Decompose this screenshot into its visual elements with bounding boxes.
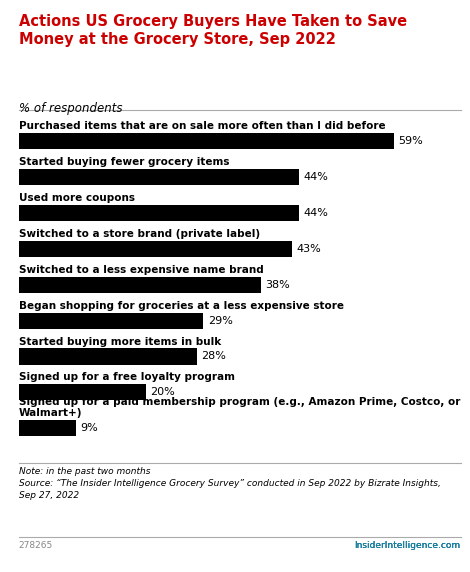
Text: Switched to a store brand (private label): Switched to a store brand (private label… — [19, 229, 260, 239]
Text: 44%: 44% — [303, 172, 328, 182]
Text: Actions US Grocery Buyers Have Taken to Save
Money at the Grocery Store, Sep 202: Actions US Grocery Buyers Have Taken to … — [19, 14, 407, 47]
Bar — [19, 205, 299, 221]
Text: InsiderIntelligence.com: InsiderIntelligence.com — [354, 541, 461, 550]
Text: Started buying fewer grocery items: Started buying fewer grocery items — [19, 157, 229, 167]
Text: 28%: 28% — [202, 351, 226, 362]
Text: 44%: 44% — [303, 208, 328, 218]
Bar — [19, 169, 299, 185]
Text: Note: in the past two months
Source: “The Insider Intelligence Grocery Survey” c: Note: in the past two months Source: “Th… — [19, 467, 441, 500]
Bar — [19, 241, 292, 257]
Text: InsiderIntelligence.com: InsiderIntelligence.com — [354, 541, 461, 550]
Text: % of respondents: % of respondents — [19, 102, 122, 115]
Text: Switched to a less expensive name brand: Switched to a less expensive name brand — [19, 265, 264, 275]
Text: 43%: 43% — [297, 244, 321, 254]
Text: 278265: 278265 — [19, 541, 53, 550]
Text: 38%: 38% — [265, 280, 290, 290]
Text: 20%: 20% — [150, 387, 175, 398]
Text: Used more coupons: Used more coupons — [19, 193, 135, 203]
Text: 59%: 59% — [399, 136, 423, 146]
Text: 29%: 29% — [208, 316, 233, 325]
Text: Signed up for a paid membership program (e.g., Amazon Prime, Costco, or
Walmart+: Signed up for a paid membership program … — [19, 397, 460, 418]
Bar — [19, 384, 146, 400]
Bar — [19, 348, 197, 364]
Bar — [19, 133, 394, 149]
Bar — [19, 277, 260, 293]
Text: InsiderIntelligence.com: InsiderIntelligence.com — [354, 541, 461, 550]
Bar — [19, 312, 204, 329]
Text: Began shopping for groceries at a less expensive store: Began shopping for groceries at a less e… — [19, 301, 344, 311]
Text: Purchased items that are on sale more often than I did before: Purchased items that are on sale more of… — [19, 121, 385, 132]
Text: Started buying more items in bulk: Started buying more items in bulk — [19, 336, 221, 347]
Text: 9%: 9% — [80, 423, 98, 433]
Text: Signed up for a free loyalty program: Signed up for a free loyalty program — [19, 372, 235, 383]
Bar — [19, 420, 76, 436]
